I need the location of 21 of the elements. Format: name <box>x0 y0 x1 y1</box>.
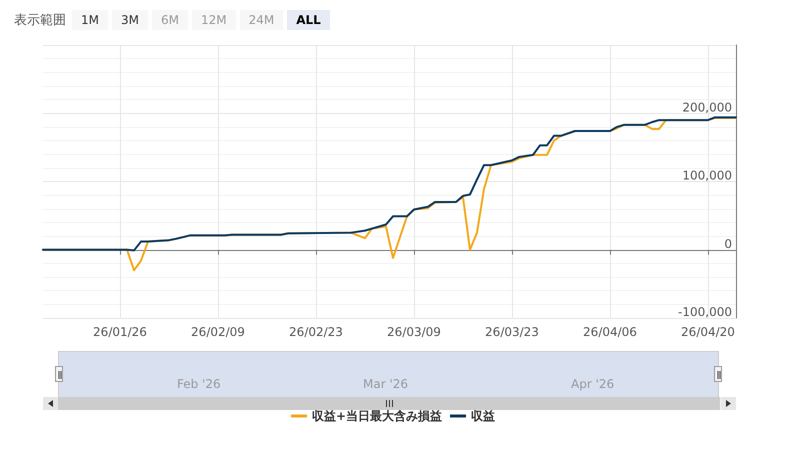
text: 表示範囲 <box>14 12 66 29</box>
legend-label: 収益+当日最大含み損益 <box>312 409 442 423</box>
y-tick-label: 100,000 <box>682 168 732 182</box>
x-tick-label: 26/04/20 <box>681 325 735 339</box>
range-button: 1M <box>72 10 108 30</box>
x-tick-label: 26/02/09 <box>191 325 245 339</box>
x-tick-label: 26/01/26 <box>93 325 147 339</box>
x-tick-label: 26/03/09 <box>387 325 441 339</box>
range-button: ALL <box>287 10 330 30</box>
legend-label: 収益 <box>471 409 496 423</box>
x-tick-label: 26/04/06 <box>583 325 637 339</box>
x-tick-label: 26/03/23 <box>485 325 539 339</box>
y-tick-label: -100,000 <box>678 305 732 319</box>
range-button: 6M <box>152 10 188 30</box>
navigator-window: Feb '26 Mar '26 Apr '26 <box>58 351 719 398</box>
range-button: 24M <box>240 10 284 30</box>
y-tick-label: 200,000 <box>682 100 732 114</box>
range-button: 12M <box>192 10 236 30</box>
range-button: 3M <box>112 10 148 30</box>
x-tick-label: 26/02/23 <box>289 325 343 339</box>
y-tick-label: 0 <box>724 236 732 251</box>
